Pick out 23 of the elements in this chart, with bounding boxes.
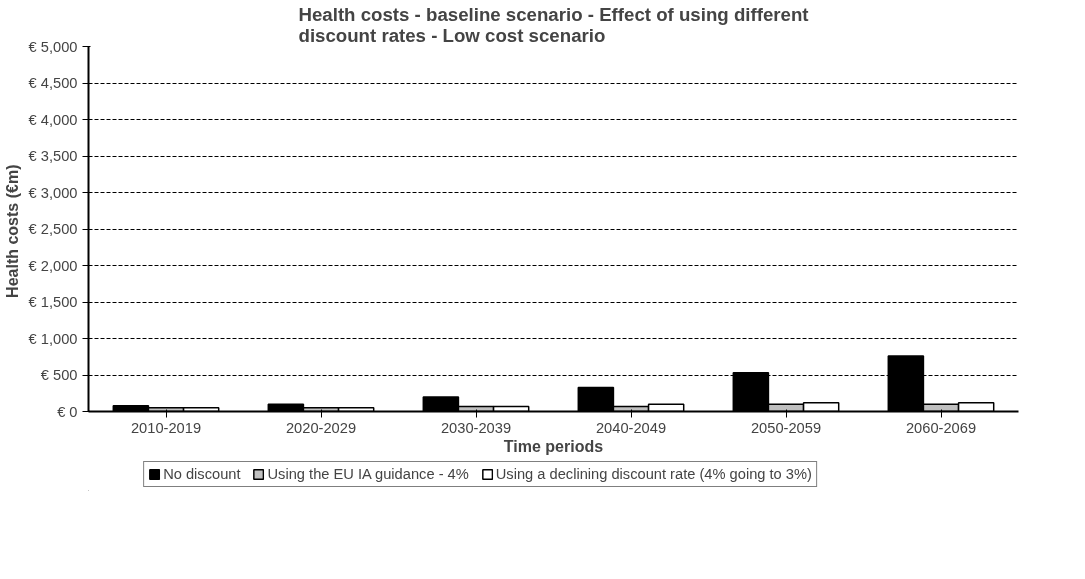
x-tick-label: 2060-2069	[905, 419, 977, 436]
y-tick-label: € 1,500	[28, 294, 78, 310]
y-tick-label: € 500	[40, 367, 78, 383]
y-tick-label: € 1,000	[28, 330, 78, 347]
legend-label: Using the EU IA guidance - 4%	[267, 466, 469, 482]
x-axis-title: Time periods	[503, 437, 604, 455]
y-tick-label: € 3,500	[28, 148, 78, 164]
y-tick-label: € 4,000	[28, 111, 78, 128]
legend-label: Using a declining discount rate (4% going to 3%)	[495, 466, 812, 482]
y-axis-title: Health costs (€m)	[3, 164, 21, 298]
x-tick-label: 2010-2019	[130, 419, 202, 436]
y-tick-label: € 2,500	[28, 221, 78, 237]
x-tick-label: 2020-2029	[285, 419, 357, 436]
legend-label: No discount	[163, 466, 241, 482]
chart-title: Health costs - baseline scenario - Effect of using different discount rates - Low cost scenario	[298, 3, 809, 46]
y-tick-label: € 4,500	[28, 75, 78, 91]
x-tick-label: 2050-2059	[750, 419, 822, 436]
x-tick-label: 2030-2039	[440, 419, 512, 436]
y-tick-label: € 2,000	[28, 257, 78, 274]
y-tick-label: € 3,000	[28, 184, 78, 201]
y-tick-label: € 5,000	[28, 38, 78, 55]
y-tick-label: € 0	[57, 403, 78, 420]
x-tick-label: 2040-2049	[595, 419, 667, 436]
